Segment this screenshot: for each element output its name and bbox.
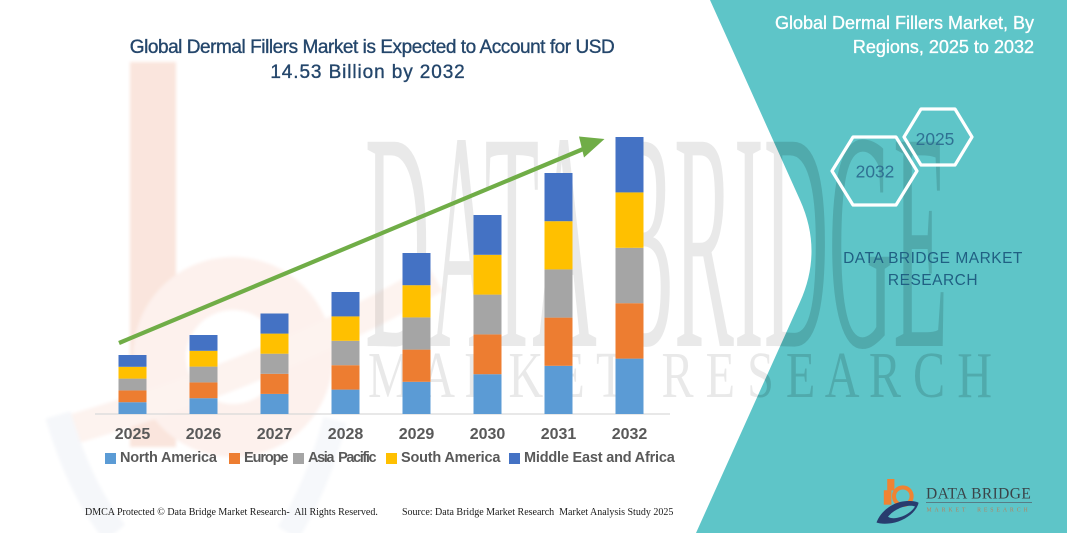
svg-text:DATA BRIDGE: DATA BRIDGE	[926, 486, 1031, 503]
svg-text:M A R K E T R E S E A R C H: M A R K E T R E S E A R C H	[368, 339, 992, 412]
svg-text:2032: 2032	[856, 162, 895, 182]
svg-text:2025: 2025	[916, 129, 955, 149]
svg-text:MARKET RESEARCH: MARKET RESEARCH	[927, 508, 1031, 514]
svg-text:DATA BRIDGE: DATA BRIDGE	[365, 69, 948, 414]
